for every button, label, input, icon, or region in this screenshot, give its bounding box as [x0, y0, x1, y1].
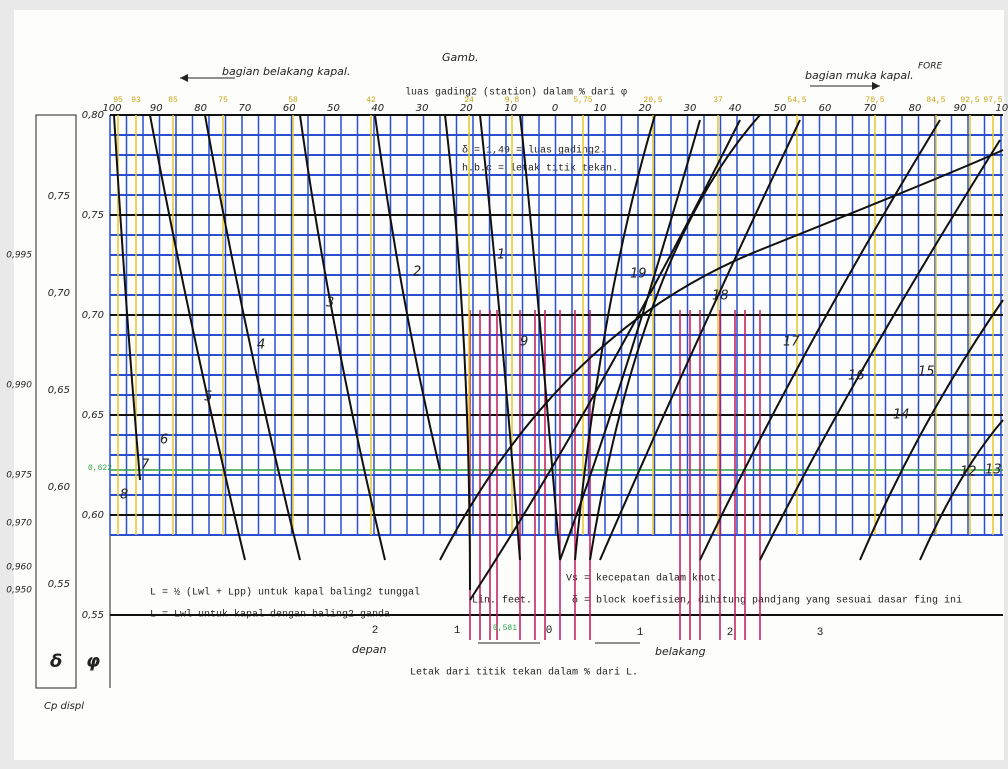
top-label: 40 [729, 103, 742, 114]
curve-label: 9 [520, 335, 528, 350]
back-word: belakang [655, 645, 706, 658]
top-label: 60 [283, 103, 296, 114]
top-label: 30 [684, 103, 697, 114]
yellow-label: 85 [168, 96, 178, 105]
green-label: 0,622 [88, 464, 112, 473]
delta-label: 0,960 [6, 563, 32, 573]
curve-label: 16 [848, 369, 865, 384]
block-note: δ = block koefisien, dihitung pandjang y… [572, 595, 962, 607]
curve-label: 13 [985, 463, 1002, 478]
curve-label: 12 [960, 465, 977, 480]
yellow-label: 54,5 [787, 96, 806, 105]
curve-label: 5 [204, 390, 212, 405]
axis-caption: Cp displ [44, 701, 84, 712]
top-label: 70 [864, 103, 877, 114]
figure-label: Gamb. [442, 51, 478, 64]
top-label: 20 [639, 103, 652, 114]
yellow-label: 37 [713, 96, 723, 105]
front-word: depan [352, 643, 386, 656]
top-label: 20 [460, 103, 473, 114]
top-label: 80 [909, 103, 922, 114]
delta-label: 0,975 [6, 471, 32, 481]
bottom-label: 1 [454, 625, 461, 637]
top-label: 0 [552, 103, 558, 114]
fore-label: FORE [918, 62, 943, 72]
phi-label: 0,80 [82, 110, 104, 121]
legend-line: L = ½ (Lwl + Lpp) untuk kapal baling2 tu… [150, 587, 420, 599]
curve-label: 8 [120, 488, 128, 503]
top-label: 100 [995, 103, 1008, 114]
top-label: 40 [371, 103, 384, 114]
bottom-label: 3 [817, 627, 824, 639]
top-label: 50 [774, 103, 787, 114]
top-label: 90 [954, 103, 967, 114]
yellow-label: 5,75 [573, 96, 592, 105]
bottom-label: 2 [372, 625, 379, 637]
yellow-label: 75 [218, 96, 228, 105]
curve-label: 3 [326, 296, 334, 311]
curve-label: 1 [497, 248, 505, 263]
top-label: 10 [594, 103, 607, 114]
top-label: 50 [327, 103, 340, 114]
phi-outer-label: 0,60 [48, 482, 70, 493]
curve-label: 6 [160, 433, 168, 448]
delta-label: 0,970 [6, 519, 32, 529]
top-label: 80 [194, 103, 207, 114]
phi-outer-label: 0,75 [48, 191, 70, 202]
curve-label: 7 [141, 458, 150, 473]
yellow-label: 93 [131, 96, 141, 105]
lin-note: Lin. feet. [472, 595, 532, 607]
curve-label: 4 [257, 338, 265, 353]
phi-label: 0,75 [82, 210, 104, 221]
top-label: 60 [819, 103, 832, 114]
bottom-label: 0 [546, 625, 553, 637]
paper [14, 10, 1004, 760]
curve-label: 19 [630, 267, 647, 282]
phi-outer-label: 0,65 [48, 385, 70, 396]
phi-label: 0,70 [82, 310, 104, 321]
delta-symbol: δ [50, 651, 62, 672]
green-label: 0,581 [493, 624, 517, 633]
curve-label: 17 [783, 335, 800, 350]
left-note: bagian belakang kapal. [222, 65, 350, 78]
diagram: Gamb. bagian belakang kapal. luas gading… [0, 0, 1008, 769]
top-label: 70 [239, 103, 252, 114]
delta-label: 0,995 [6, 251, 32, 261]
phi-label: 0,65 [82, 410, 104, 421]
top-label: 30 [416, 103, 429, 114]
curve-label: 18 [712, 289, 729, 304]
curve-label: 14 [893, 408, 910, 423]
top-label: 10 [504, 103, 517, 114]
delta-label: 0,950 [6, 586, 32, 596]
top-label: 90 [150, 103, 163, 114]
bottom-label: 2 [727, 627, 734, 639]
phi-outer-label: 0,55 [48, 579, 70, 590]
bottom-caption: Letak dari titik tekan dalam % dari L. [410, 667, 638, 679]
phi-label: 0,60 [82, 510, 104, 521]
delta-label: 0,990 [6, 381, 32, 391]
right-note: bagian muka kapal. [805, 69, 914, 82]
curve-label: 15 [918, 365, 935, 380]
phi-symbol: φ [86, 651, 100, 672]
curve-label: 2 [413, 265, 421, 280]
phi-label: 0,55 [82, 610, 104, 621]
phi-outer-label: 0,70 [48, 288, 70, 299]
bottom-label: 1 [637, 627, 644, 639]
top-label: 100 [102, 103, 121, 114]
yellow-label: 84,5 [926, 96, 945, 105]
